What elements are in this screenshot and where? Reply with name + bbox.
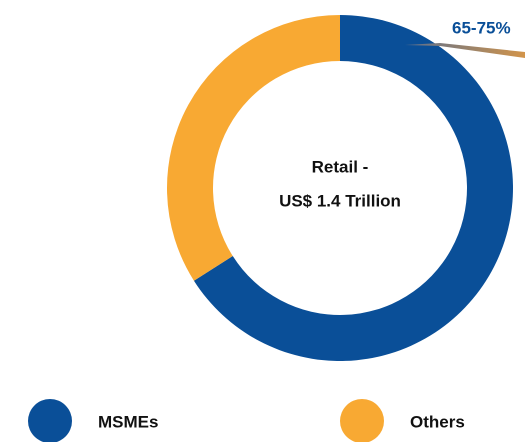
donut-segment [167, 15, 340, 281]
legend-swatch [28, 399, 72, 442]
legend-label: MSMEs [98, 412, 158, 431]
leader-line [405, 43, 525, 58]
legend: MSMEs Others [28, 399, 465, 442]
legend-label: Others [410, 412, 465, 431]
annotation: 65-75% [452, 18, 511, 37]
donut [167, 15, 513, 362]
legend-swatch [340, 399, 384, 442]
center-subtitle: US$ 1.4 Trillion [279, 191, 401, 210]
center-title: Retail - [312, 157, 369, 176]
donut-segment [193, 15, 513, 362]
